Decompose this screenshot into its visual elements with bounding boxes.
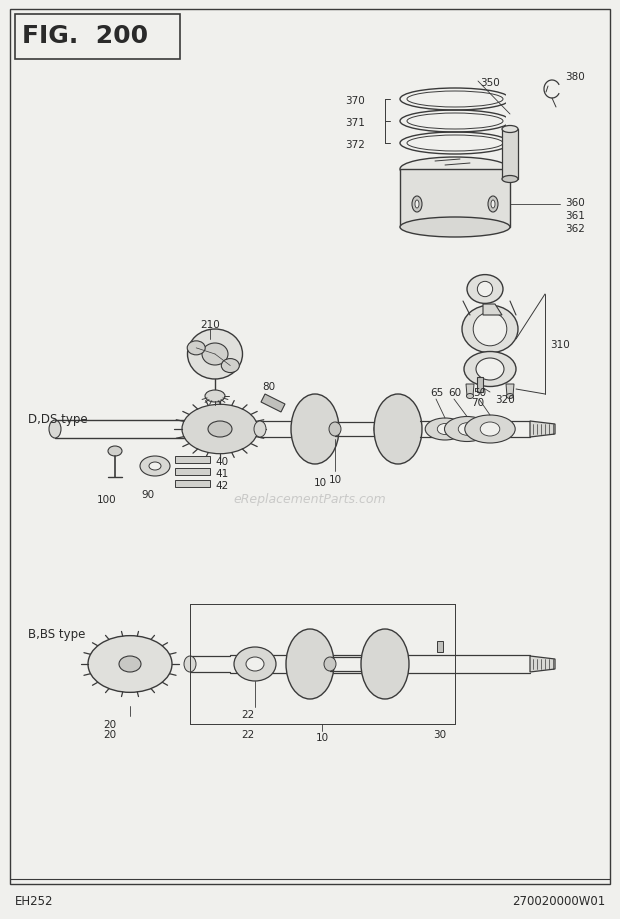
Text: 210: 210 xyxy=(200,320,220,330)
Polygon shape xyxy=(175,469,210,475)
Text: 10: 10 xyxy=(329,474,342,484)
Ellipse shape xyxy=(140,457,170,476)
Ellipse shape xyxy=(49,421,61,438)
Ellipse shape xyxy=(374,394,422,464)
Text: 22: 22 xyxy=(241,709,255,720)
Ellipse shape xyxy=(458,424,476,436)
Text: 60: 60 xyxy=(448,388,461,398)
Ellipse shape xyxy=(400,158,510,182)
Ellipse shape xyxy=(425,418,465,440)
Polygon shape xyxy=(530,656,555,673)
Text: 370: 370 xyxy=(345,96,365,106)
Text: 30: 30 xyxy=(433,729,446,739)
Text: 320: 320 xyxy=(495,394,515,404)
Text: 270020000W01: 270020000W01 xyxy=(512,894,605,907)
Polygon shape xyxy=(506,116,514,128)
Ellipse shape xyxy=(462,306,518,354)
Polygon shape xyxy=(175,481,210,487)
Text: 42: 42 xyxy=(215,481,228,491)
Polygon shape xyxy=(506,94,514,106)
Text: 20: 20 xyxy=(104,720,117,729)
Ellipse shape xyxy=(187,342,205,356)
Polygon shape xyxy=(506,384,514,397)
Text: 310: 310 xyxy=(550,340,570,349)
Ellipse shape xyxy=(437,424,453,435)
Text: 380: 380 xyxy=(565,72,585,82)
Ellipse shape xyxy=(187,330,242,380)
Ellipse shape xyxy=(254,422,266,437)
Text: D,DS type: D,DS type xyxy=(28,413,87,426)
Bar xyxy=(15,15,180,60)
Ellipse shape xyxy=(507,394,513,399)
Ellipse shape xyxy=(415,200,419,209)
Text: 50: 50 xyxy=(473,388,486,398)
Text: 361: 361 xyxy=(565,210,585,221)
Ellipse shape xyxy=(221,359,239,373)
Text: EH252: EH252 xyxy=(15,894,53,907)
Text: 22: 22 xyxy=(241,729,255,739)
Ellipse shape xyxy=(324,657,336,671)
Ellipse shape xyxy=(361,630,409,699)
Ellipse shape xyxy=(480,423,500,437)
Polygon shape xyxy=(200,418,215,440)
Text: 362: 362 xyxy=(565,223,585,233)
Ellipse shape xyxy=(473,312,507,346)
Ellipse shape xyxy=(488,197,498,213)
Ellipse shape xyxy=(88,636,172,693)
Text: 40: 40 xyxy=(215,457,228,467)
Text: 360: 360 xyxy=(565,198,585,208)
Ellipse shape xyxy=(184,656,196,673)
Ellipse shape xyxy=(502,126,518,133)
Polygon shape xyxy=(506,138,514,150)
Ellipse shape xyxy=(477,282,493,298)
Ellipse shape xyxy=(205,391,225,403)
Ellipse shape xyxy=(291,394,339,464)
Text: 90: 90 xyxy=(141,490,154,499)
Ellipse shape xyxy=(400,218,510,238)
Ellipse shape xyxy=(208,422,232,437)
Polygon shape xyxy=(437,641,443,652)
Ellipse shape xyxy=(329,423,341,437)
Ellipse shape xyxy=(202,344,228,366)
Text: 371: 371 xyxy=(345,118,365,128)
Text: B,BS type: B,BS type xyxy=(28,628,86,641)
Ellipse shape xyxy=(246,657,264,671)
Ellipse shape xyxy=(502,176,518,183)
Text: 10: 10 xyxy=(314,478,327,487)
Text: 65: 65 xyxy=(430,388,443,398)
Ellipse shape xyxy=(149,462,161,471)
Polygon shape xyxy=(466,384,474,397)
Ellipse shape xyxy=(412,197,422,213)
Text: 100: 100 xyxy=(97,494,117,505)
Text: 350: 350 xyxy=(480,78,500,88)
Polygon shape xyxy=(483,305,502,315)
Text: 70: 70 xyxy=(471,398,485,407)
Ellipse shape xyxy=(119,656,141,673)
Ellipse shape xyxy=(108,447,122,457)
Ellipse shape xyxy=(286,630,334,699)
Ellipse shape xyxy=(466,394,474,399)
Text: 41: 41 xyxy=(215,469,228,479)
Ellipse shape xyxy=(491,200,495,209)
Polygon shape xyxy=(261,394,285,413)
Ellipse shape xyxy=(182,405,258,454)
Polygon shape xyxy=(400,170,510,228)
Text: 20: 20 xyxy=(104,729,117,739)
Ellipse shape xyxy=(464,352,516,387)
Polygon shape xyxy=(175,457,210,463)
Ellipse shape xyxy=(467,276,503,304)
Ellipse shape xyxy=(374,423,386,437)
Ellipse shape xyxy=(234,647,276,681)
Text: 10: 10 xyxy=(316,732,329,743)
Polygon shape xyxy=(502,130,518,180)
Text: eReplacementParts.com: eReplacementParts.com xyxy=(234,493,386,506)
Ellipse shape xyxy=(476,358,504,380)
Text: 372: 372 xyxy=(345,140,365,150)
Text: FIG.  200: FIG. 200 xyxy=(22,24,148,48)
Text: 80: 80 xyxy=(262,381,275,391)
Polygon shape xyxy=(477,378,483,392)
Ellipse shape xyxy=(465,415,515,444)
Ellipse shape xyxy=(445,417,490,442)
Polygon shape xyxy=(530,422,555,437)
